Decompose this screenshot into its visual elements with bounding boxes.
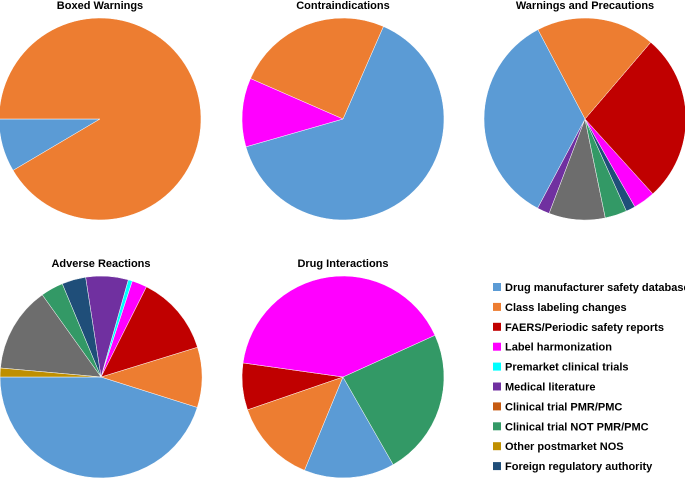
pie-slice-drug-manufacturer-safety-database — [304, 376, 394, 479]
legend: Drug manufacturer safety database Class l… — [493, 282, 685, 473]
legend-swatch-other-postmarket-nos — [493, 442, 501, 451]
pie-drug-interactions: Drug Interactions — [241, 258, 445, 479]
pie-boxed-warnings: Boxed Warnings — [0, 0, 202, 221]
pie-slice-drug-manufacturer-safety-database — [245, 26, 445, 221]
pie-title-warnings-and-precautions: Warnings and Precautions — [516, 0, 654, 12]
pie-title-boxed-warnings: Boxed Warnings — [57, 0, 143, 12]
pie-slice-label-harmonization — [242, 275, 436, 378]
pie-title-drug-interactions: Drug Interactions — [297, 258, 388, 270]
pie-slices-contraindications — [241, 17, 445, 221]
pie-warnings-and-precautions: Warnings and Precautions — [483, 0, 685, 221]
pie-slices-drug-interactions — [241, 275, 445, 479]
pie-slice-faers-periodic-safety-reports — [584, 41, 685, 195]
legend-label-clinical-trial-pmr-pmc: Clinical trial PMR/PMC — [505, 401, 622, 413]
pie-slice-class-labeling-changes — [247, 376, 344, 471]
legend-swatch-premarket-clinical-trials — [493, 362, 501, 371]
pie-slice-class-labeling-changes — [537, 17, 652, 120]
pie-slice-class-labeling-changes — [250, 17, 384, 120]
legend-label-faers-periodic-safety-reports: FAERS/Periodic safety reports — [505, 322, 664, 334]
legend-label-other-postmarket-nos: Other postmarket NOS — [505, 441, 624, 453]
pie-slice-faers-periodic-safety-reports — [100, 286, 198, 378]
pie-slice-clinical-trial-not-pmr-pmc — [342, 334, 445, 465]
legend-label-medical-literature: Medical literature — [505, 382, 595, 394]
legend-label-label-harmonization: Label harmonization — [505, 342, 612, 354]
legend-swatch-label-harmonization — [493, 342, 501, 351]
legend-swatch-class-labeling-changes — [493, 302, 501, 311]
legend-swatch-medical-literature — [493, 382, 501, 391]
legend-label-premarket-clinical-trials: Premarket clinical trials — [505, 362, 629, 374]
legend-label-class-labeling-changes: Class labeling changes — [505, 302, 627, 314]
pie-slice-drug-manufacturer-safety-database — [0, 376, 198, 479]
pie-slice-other — [0, 294, 102, 378]
pie-slice-drug-manufacturer-safety-database — [483, 29, 586, 209]
legend-swatch-drug-manufacturer-safety-database — [493, 283, 501, 291]
pie-slices-warnings-and-precautions — [483, 17, 685, 221]
legend-swatch-clinical-trial-pmr-pmc — [493, 402, 501, 411]
legend-swatch-clinical-trial-not-pmr-pmc — [493, 422, 501, 431]
pie-slice-other-postmarket-nos — [0, 367, 102, 378]
pie-slices-adverse-reactions — [0, 275, 203, 479]
legend-label-foreign-regulatory-authority: Foreign regulatory authority — [505, 461, 653, 473]
legend-swatch-faers-periodic-safety-reports — [493, 322, 501, 331]
pie-slices-boxed-warnings — [0, 17, 202, 221]
pie-title-contraindications: Contraindications — [296, 0, 390, 12]
legend-swatch-foreign-regulatory-authority — [493, 462, 501, 471]
legend-label-clinical-trial-not-pmr-pmc: Clinical trial NOT PMR/PMC — [505, 421, 649, 433]
pie-title-adverse-reactions: Adverse Reactions — [51, 258, 150, 270]
pie-slice-label-harmonization — [241, 78, 344, 148]
pie-adverse-reactions: Adverse Reactions — [0, 258, 203, 479]
legend-label-drug-manufacturer-safety-database: Drug manufacturer safety database — [505, 282, 685, 294]
pie-contraindications: Contraindications — [241, 0, 445, 221]
pie-slice-class-labeling-changes — [0, 17, 202, 221]
